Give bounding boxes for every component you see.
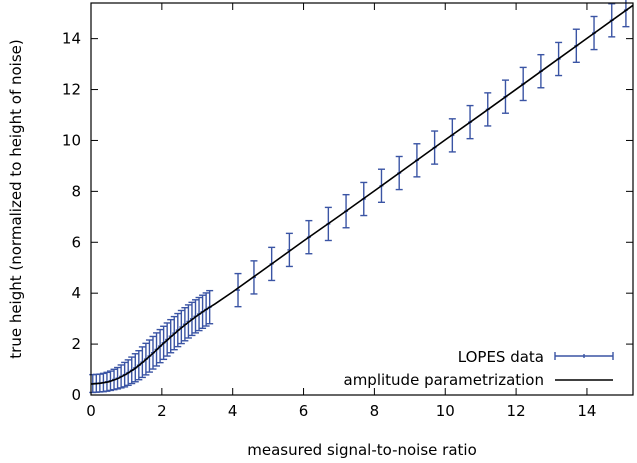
x-tick-label: 4: [228, 402, 238, 420]
legend-symbol-lopes-data: [554, 352, 614, 360]
y-tick-label: 8: [71, 182, 81, 200]
y-tick-label: 14: [62, 30, 81, 48]
y-tick-label: 0: [71, 386, 81, 404]
lopes-data-series: [89, 0, 630, 394]
x-axis-label: measured signal-to-noise ratio: [247, 441, 477, 459]
y-tick-label: 4: [71, 284, 81, 302]
x-tick-label: 0: [86, 402, 96, 420]
x-tick-label: 2: [157, 402, 167, 420]
x-tick-label: 8: [370, 402, 380, 420]
y-tick-label: 6: [71, 233, 81, 251]
tick-labels: 0 2 4 6 8 10 12 14 0 2 4 6 8 10 12 14: [62, 30, 597, 420]
x-tick-label: 14: [577, 402, 596, 420]
x-tick-label: 12: [507, 402, 526, 420]
legend-label-amplitude-parametrization: amplitude parametrization: [344, 371, 545, 389]
data-point: [622, 0, 630, 28]
x-tick-label: 10: [436, 402, 455, 420]
legend: LOPES data amplitude parametrization: [344, 348, 614, 389]
plot-frame: [90, 2, 634, 396]
x-tick-label: 6: [299, 402, 309, 420]
legend-label-lopes-data: LOPES data: [458, 348, 544, 366]
y-axis-label: true height (normalized to height of noi…: [7, 39, 25, 358]
y-tick-label: 10: [62, 131, 81, 149]
y-tick-label: 2: [71, 335, 81, 353]
amplitude-parametrization-line: [90, 4, 634, 385]
data-point: [234, 272, 242, 308]
plot-area: [89, 0, 634, 394]
y-tick-label: 12: [62, 81, 81, 99]
